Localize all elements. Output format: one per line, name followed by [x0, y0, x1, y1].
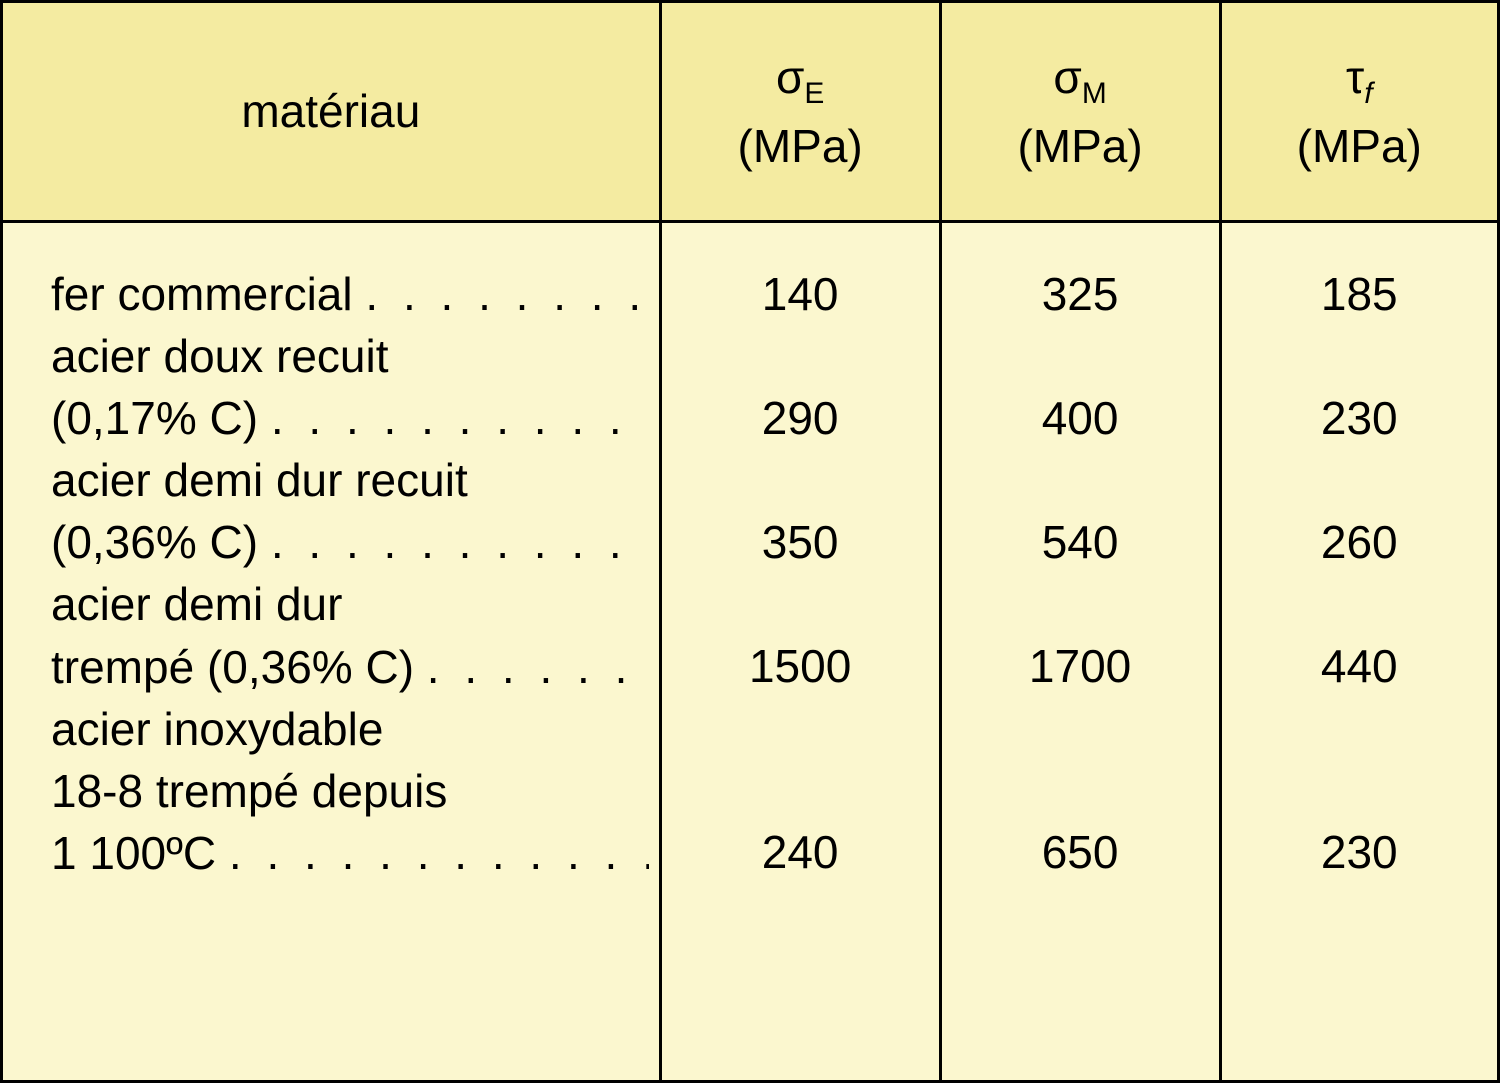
- material-entry: trempé (0,36% C): [51, 636, 649, 698]
- table-value: 290: [682, 387, 919, 449]
- table-value: 185: [1242, 263, 1477, 325]
- table-body-row: fer commercial acier doux recuit(0,17% C…: [2, 222, 1499, 1082]
- spacer: [962, 697, 1199, 759]
- spacer: [682, 573, 919, 635]
- spacer: [682, 449, 919, 511]
- col-header-material-label: matériau: [4, 80, 658, 142]
- col-header-sigma-e-unit: (MPa): [663, 115, 938, 177]
- col-header-sigma-e-symbol: σE: [663, 46, 938, 115]
- material-entry: fer commercial: [51, 263, 649, 325]
- spacer: [1242, 325, 1477, 387]
- table-value: 440: [1242, 635, 1477, 697]
- table-value: 230: [1242, 387, 1477, 449]
- materials-table: matériau σE (MPa) σM (MPa) τf (MPa): [0, 0, 1500, 1083]
- table-value: 325: [962, 263, 1199, 325]
- spacer: [962, 449, 1199, 511]
- spacer: [962, 573, 1199, 635]
- table-value: 350: [682, 511, 919, 573]
- table-value: 1700: [962, 635, 1199, 697]
- spacer: [682, 697, 919, 759]
- leader-dots: [271, 387, 649, 449]
- material-entry: (0,36% C): [51, 511, 649, 573]
- col-header-tau-f-symbol: τf: [1223, 46, 1496, 115]
- col-header-tau-f: τf (MPa): [1220, 2, 1498, 222]
- leader-dots: [271, 511, 649, 573]
- material-text: (0,17% C): [51, 387, 271, 449]
- col-header-sigma-m-symbol: σM: [943, 46, 1218, 115]
- table-value: 540: [962, 511, 1199, 573]
- table-value: 240: [682, 821, 919, 883]
- material-text: acier demi dur recuit: [51, 449, 649, 511]
- table-value: 260: [1242, 511, 1477, 573]
- spacer: [962, 325, 1199, 387]
- table-header-row: matériau σE (MPa) σM (MPa) τf (MPa): [2, 2, 1499, 222]
- material-text: trempé (0,36% C): [51, 636, 427, 698]
- spacer: [682, 759, 919, 821]
- spacer: [682, 325, 919, 387]
- materials-table-container: matériau σE (MPa) σM (MPa) τf (MPa): [0, 0, 1500, 1080]
- sigma-m-cell: 325 400 540 1700 650: [940, 222, 1220, 1082]
- material-text: fer commercial: [51, 263, 365, 325]
- col-header-sigma-e: σE (MPa): [660, 2, 940, 222]
- table-value: 400: [962, 387, 1199, 449]
- material-text: acier demi dur: [51, 573, 649, 635]
- col-header-material: matériau: [2, 2, 661, 222]
- table-value: 1500: [682, 635, 919, 697]
- material-entry: (0,17% C): [51, 387, 649, 449]
- leader-dots: [365, 263, 648, 325]
- material-cell: fer commercial acier doux recuit(0,17% C…: [2, 222, 661, 1082]
- sigma-e-cell: 140 290 350 1500 240: [660, 222, 940, 1082]
- spacer: [962, 759, 1199, 821]
- leader-dots: [229, 822, 649, 884]
- table-value: 650: [962, 821, 1199, 883]
- spacer: [1242, 573, 1477, 635]
- table-value: 230: [1242, 821, 1477, 883]
- tau-f-cell: 185 230 260 440 230: [1220, 222, 1498, 1082]
- material-text: acier inoxydable: [51, 698, 649, 760]
- spacer: [1242, 759, 1477, 821]
- col-header-sigma-m: σM (MPa): [940, 2, 1220, 222]
- material-text: acier doux recuit: [51, 325, 649, 387]
- material-text: 1 100ºC: [51, 822, 229, 884]
- material-entry: 1 100ºC: [51, 822, 649, 884]
- table-value: 140: [682, 263, 919, 325]
- col-header-sigma-m-unit: (MPa): [943, 115, 1218, 177]
- spacer: [1242, 449, 1477, 511]
- col-header-tau-f-unit: (MPa): [1223, 115, 1496, 177]
- material-text: 18-8 trempé depuis: [51, 760, 649, 822]
- material-text: (0,36% C): [51, 511, 271, 573]
- spacer: [1242, 697, 1477, 759]
- leader-dots: [427, 636, 649, 698]
